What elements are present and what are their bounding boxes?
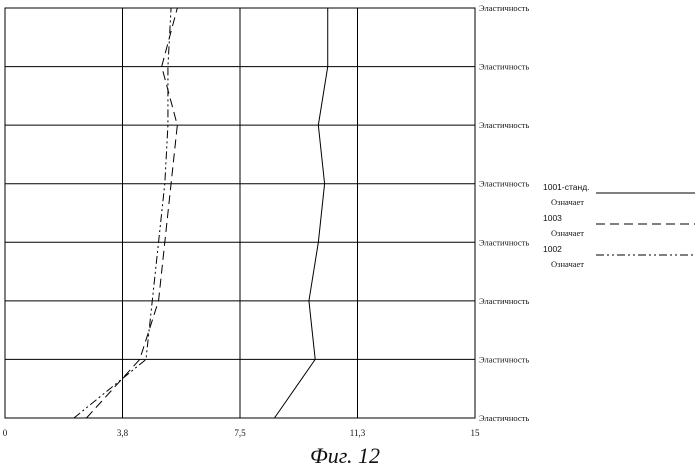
legend-entry-sub: Означает — [551, 259, 584, 269]
legend-entry-sub: Означает — [551, 228, 584, 238]
y-category-labels: Эластичность Эластичность Эластичность Элас… — [479, 3, 529, 423]
x-tick-label: 0 — [3, 428, 8, 438]
y-category-label: Эластичность — [479, 120, 529, 130]
legend-entry-name: 1003 — [543, 213, 562, 223]
legend-entry-name: 1002 — [543, 244, 562, 254]
legend-entry-name: 1001-станд. — [543, 182, 590, 192]
series-line-1001 — [274, 8, 327, 418]
y-category-label: Эластичность — [479, 179, 529, 189]
y-category-label: Эластичность — [479, 62, 529, 72]
x-tick-labels: 0 3,8 7,5 11,3 15 — [3, 428, 480, 438]
x-tick-label: 11,3 — [350, 428, 366, 438]
y-category-label: Эластичность — [479, 354, 529, 364]
y-category-label: Эластичность — [479, 413, 529, 423]
x-tick-label: 3,8 — [117, 428, 129, 438]
legend-entry-sub: Означает — [551, 197, 584, 207]
y-category-label: Эластичность — [479, 237, 529, 247]
x-tick-label: 15 — [471, 428, 481, 438]
series-line-1003 — [86, 8, 177, 418]
y-category-label: Эластичность — [479, 296, 529, 306]
y-category-label: Эластичность — [479, 3, 529, 13]
chart-series — [74, 8, 328, 418]
figure-caption: Фиг. 12 — [310, 443, 380, 468]
legend: 1001-станд. Означает 1003 Означает 1002 Означ… — [543, 182, 695, 269]
chart-grid — [5, 8, 475, 418]
x-tick-label: 7,5 — [234, 428, 246, 438]
